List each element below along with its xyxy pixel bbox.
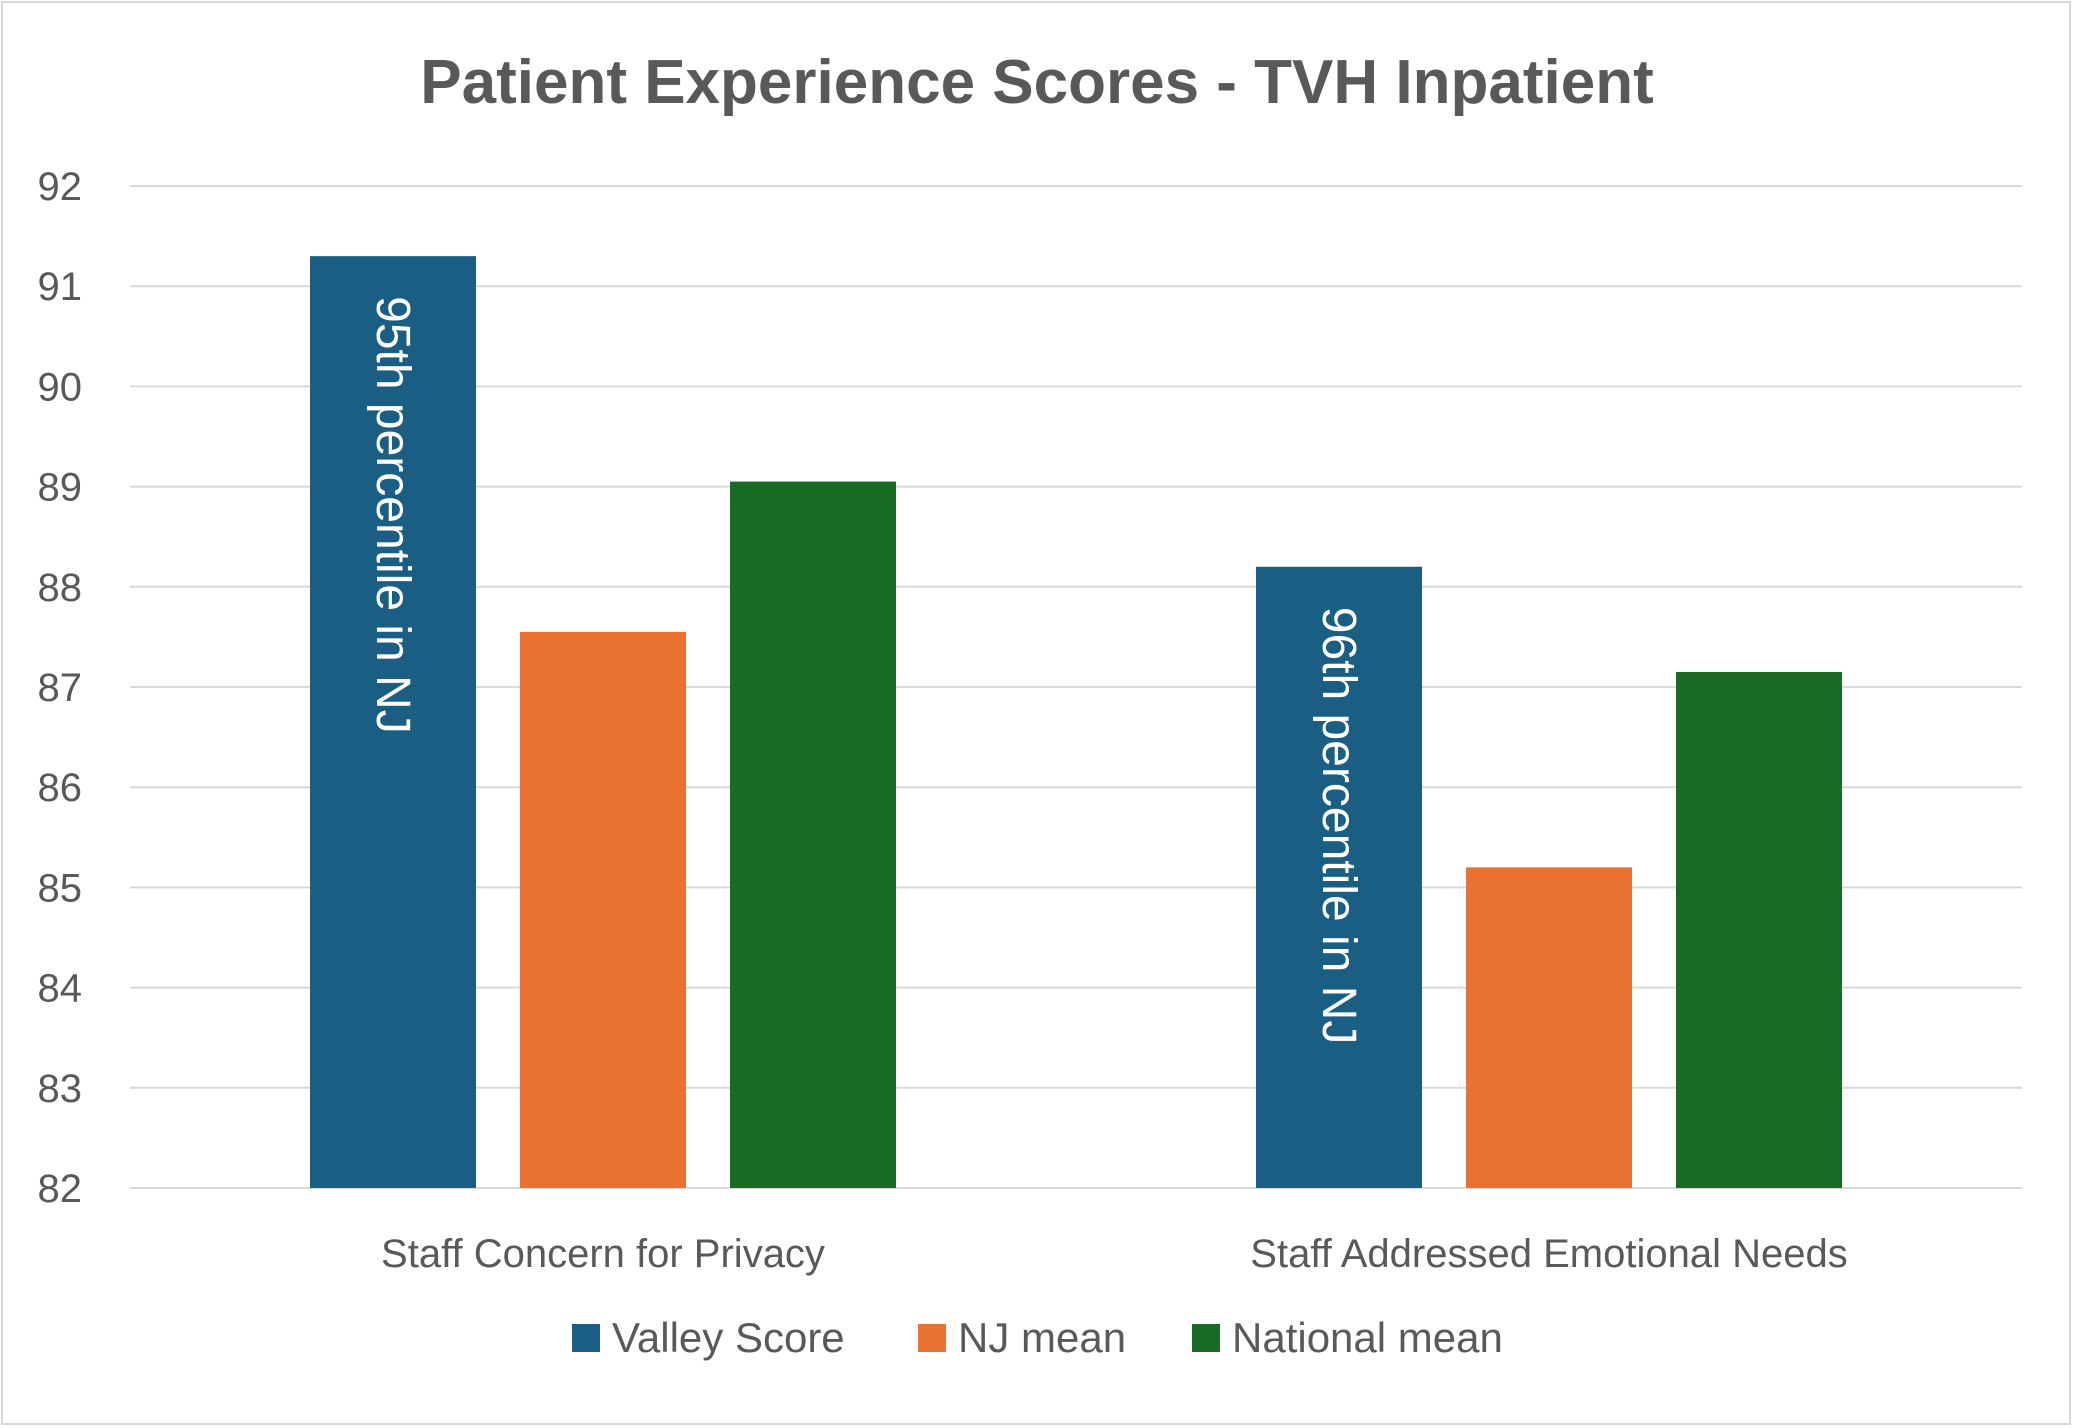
y-tick-label: 82 [38,1167,83,1211]
y-tick-label: 90 [38,365,83,409]
y-tick-label: 84 [38,967,83,1011]
x-axis-categories: Staff Concern for Privacy Staff Addressed… [381,1232,1848,1276]
y-tick-label: 83 [38,1067,83,1111]
y-axis-ticks: 82 83 84 85 86 87 88 89 90 91 92 [38,165,83,1211]
bars: 95th percentile in NJ 96th percentile in … [310,256,1842,1189]
y-tick-label: 85 [38,866,83,910]
bar-valley-score [1256,566,1422,1188]
y-tick-label: 86 [38,766,83,810]
bar-annotation: 95th percentile in NJ [366,296,419,734]
legend: Valley Score NJ mean National mean [572,1314,1503,1361]
x-category-label: Staff Concern for Privacy [381,1232,825,1276]
bar-valley-score [310,256,476,1188]
y-tick-label: 88 [38,566,83,610]
legend-swatch [1192,1324,1220,1352]
bar-national-mean [1676,671,1842,1188]
bar-nj-mean [1466,867,1632,1188]
legend-label: NJ mean [958,1314,1126,1361]
y-tick-label: 87 [38,666,83,710]
legend-swatch [918,1324,946,1352]
chart-title: Patient Experience Scores - TVH Inpatien… [420,48,1653,117]
x-category-label: Staff Addressed Emotional Needs [1250,1232,1847,1276]
legend-swatch [572,1324,600,1352]
y-tick-label: 91 [38,265,83,309]
bar-national-mean [730,481,896,1189]
bar-nj-mean [520,631,686,1188]
y-tick-label: 92 [38,165,83,209]
bar-annotation: 96th percentile in NJ [1312,607,1365,1045]
legend-label: National mean [1232,1314,1503,1361]
y-tick-label: 89 [38,466,83,510]
legend-label: Valley Score [612,1314,845,1361]
